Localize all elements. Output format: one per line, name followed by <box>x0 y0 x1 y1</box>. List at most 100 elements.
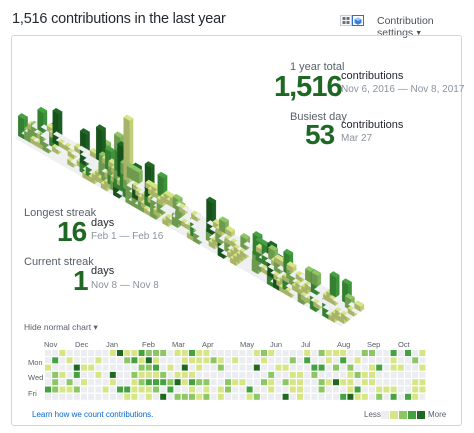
calendar-day[interactable] <box>203 379 210 386</box>
calendar-day[interactable] <box>333 350 339 356</box>
calendar-day[interactable] <box>340 379 347 386</box>
calendar-day[interactable] <box>361 371 368 378</box>
calendar-day[interactable] <box>289 379 296 386</box>
calendar-day[interactable] <box>289 364 296 371</box>
calendar-day[interactable] <box>59 371 66 378</box>
calendar-day[interactable] <box>160 350 167 356</box>
calendar-day[interactable] <box>412 379 419 386</box>
calendar-day[interactable] <box>160 386 167 393</box>
calendar-day[interactable] <box>73 379 80 386</box>
calendar-day[interactable] <box>160 357 167 364</box>
calendar-day[interactable] <box>232 379 239 386</box>
calendar-day[interactable] <box>217 364 224 371</box>
calendar-day[interactable] <box>181 371 188 378</box>
calendar-day[interactable] <box>275 379 282 386</box>
calendar-day[interactable] <box>59 386 66 393</box>
calendar-day[interactable] <box>52 371 59 378</box>
calendar-day[interactable] <box>203 393 210 400</box>
calendar-day[interactable] <box>397 350 404 356</box>
calendar-day[interactable] <box>153 357 159 364</box>
calendar-day[interactable] <box>376 371 383 378</box>
calendar-day[interactable] <box>397 379 404 386</box>
calendar-day[interactable] <box>217 393 224 400</box>
calendar-day[interactable] <box>203 357 210 364</box>
calendar-day[interactable] <box>390 350 397 356</box>
calendar-day[interactable] <box>318 371 325 378</box>
calendar-day[interactable] <box>369 357 375 364</box>
calendar-day[interactable] <box>325 371 332 378</box>
calendar-day[interactable] <box>153 364 159 371</box>
calendar-day[interactable] <box>217 350 224 356</box>
calendar-day[interactable] <box>131 386 138 393</box>
calendar-day[interactable] <box>333 379 339 386</box>
calendar-day[interactable] <box>282 371 289 378</box>
calendar-day[interactable] <box>52 357 59 364</box>
calendar-day[interactable] <box>246 393 253 400</box>
calendar-day[interactable] <box>217 379 224 386</box>
calendar-day[interactable] <box>102 350 109 356</box>
calendar-day[interactable] <box>253 379 260 386</box>
calendar-day[interactable] <box>246 386 253 393</box>
calendar-day[interactable] <box>210 357 217 364</box>
calendar-day[interactable] <box>397 393 404 400</box>
calendar-day[interactable] <box>167 364 174 371</box>
calendar-day[interactable] <box>282 386 289 393</box>
calendar-day[interactable] <box>95 357 102 364</box>
calendar-day[interactable] <box>347 371 354 378</box>
calendar-day[interactable] <box>261 379 267 386</box>
calendar-day[interactable] <box>275 350 282 356</box>
calendar-day[interactable] <box>390 386 397 393</box>
calendar-day[interactable] <box>405 386 411 393</box>
calendar-day[interactable] <box>160 379 167 386</box>
calendar-day[interactable] <box>102 364 109 371</box>
calendar-day[interactable] <box>397 371 404 378</box>
calendar-day[interactable] <box>181 393 188 400</box>
calendar-day[interactable] <box>174 371 181 378</box>
calendar-day[interactable] <box>66 379 73 386</box>
calendar-day[interactable] <box>412 393 419 400</box>
calendar-day[interactable] <box>268 393 275 400</box>
calendar-day[interactable] <box>189 357 195 364</box>
calendar-day[interactable] <box>52 350 59 356</box>
calendar-day[interactable] <box>59 350 66 356</box>
calendar-day[interactable] <box>405 371 411 378</box>
calendar-day[interactable] <box>138 393 145 400</box>
calendar-day[interactable] <box>145 350 152 356</box>
calendar-day[interactable] <box>138 371 145 378</box>
calendar-day[interactable] <box>412 386 419 393</box>
calendar-day[interactable] <box>81 386 87 393</box>
calendar-day[interactable] <box>376 364 383 371</box>
calendar-day[interactable] <box>318 364 325 371</box>
calendar-day[interactable] <box>160 364 167 371</box>
calendar-day[interactable] <box>239 371 246 378</box>
calendar-day[interactable] <box>59 393 66 400</box>
calendar-day[interactable] <box>340 386 347 393</box>
calendar-day[interactable] <box>333 386 339 393</box>
learn-contributions-link[interactable]: Learn how we count contributions. <box>32 410 154 419</box>
calendar-day[interactable] <box>66 386 73 393</box>
calendar-day[interactable] <box>196 364 203 371</box>
calendar-day[interactable] <box>390 371 397 378</box>
calendar-day[interactable] <box>145 371 152 378</box>
calendar-day[interactable] <box>340 364 347 371</box>
calendar-day[interactable] <box>232 357 239 364</box>
calendar-day[interactable] <box>52 379 59 386</box>
calendar-day[interactable] <box>95 379 102 386</box>
calendar-day[interactable] <box>210 371 217 378</box>
calendar-day[interactable] <box>304 364 311 371</box>
calendar-day[interactable] <box>412 364 419 371</box>
calendar-day[interactable] <box>189 393 195 400</box>
calendar-day[interactable] <box>167 357 174 364</box>
calendar-day[interactable] <box>102 386 109 393</box>
calendar-day[interactable] <box>268 386 275 393</box>
calendar-day[interactable] <box>239 357 246 364</box>
calendar-day[interactable] <box>297 350 303 356</box>
calendar-day[interactable] <box>318 350 325 356</box>
calendar-day[interactable] <box>145 364 152 371</box>
calendar-day[interactable] <box>412 350 419 356</box>
calendar-day[interactable] <box>397 386 404 393</box>
calendar-day[interactable] <box>275 386 282 393</box>
calendar-day[interactable] <box>239 379 246 386</box>
calendar-day[interactable] <box>225 393 231 400</box>
calendar-day[interactable] <box>124 364 131 371</box>
